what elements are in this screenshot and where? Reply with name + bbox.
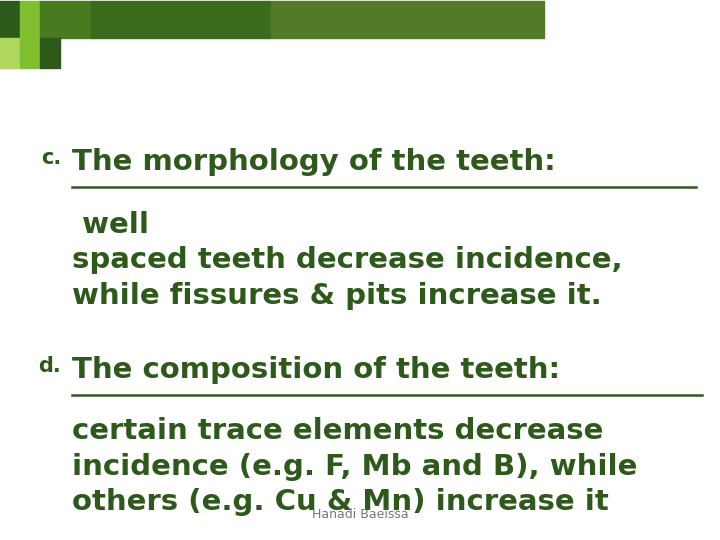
Bar bbox=[20, 38, 40, 68]
Text: The morphology of the teeth:: The morphology of the teeth: bbox=[72, 148, 556, 177]
Bar bbox=[40, 1, 91, 38]
Bar bbox=[91, 1, 271, 38]
Text: The composition of the teeth:: The composition of the teeth: bbox=[72, 356, 560, 384]
Bar bbox=[40, 38, 60, 68]
Text: well
spaced teeth decrease incidence,
while fissures & pits increase it.: well spaced teeth decrease incidence, wh… bbox=[72, 211, 623, 310]
Bar bbox=[271, 1, 544, 38]
Text: c.: c. bbox=[41, 148, 61, 168]
Bar bbox=[0, 38, 20, 68]
Text: d.: d. bbox=[38, 356, 61, 376]
Bar bbox=[0, 1, 20, 38]
Bar bbox=[20, 1, 40, 38]
Text: Hanadi Baeissa: Hanadi Baeissa bbox=[312, 508, 408, 521]
Text: certain trace elements decrease
incidence (e.g. F, Mb and B), while
others (e.g.: certain trace elements decrease incidenc… bbox=[72, 417, 637, 516]
